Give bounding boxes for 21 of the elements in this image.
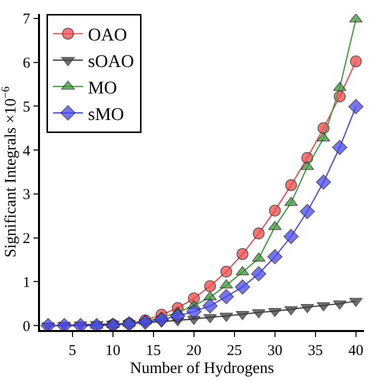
x-tick-label: 10 xyxy=(105,342,120,359)
x-axis-title: Number of Hydrogens xyxy=(130,360,274,377)
y-tick-label: 7 xyxy=(22,12,31,28)
x-tick-label: 15 xyxy=(146,342,161,359)
legend-label: sOAO xyxy=(88,51,134,72)
y-tick-label: 6 xyxy=(22,56,31,72)
y-tick-label: 0 xyxy=(22,318,30,335)
y-tick-label: 2 xyxy=(22,231,30,248)
y-tick-label: 5 xyxy=(22,99,30,116)
y-tick-label: 4 xyxy=(22,143,31,160)
x-tick-label: 40 xyxy=(348,342,364,359)
x-tick-label: 5 xyxy=(68,342,76,359)
x-tick-label: 35 xyxy=(308,342,323,359)
y-tick-label: 3 xyxy=(22,187,30,204)
legend-label: sMO xyxy=(88,104,124,124)
legend-label: OAO xyxy=(88,24,127,45)
x-tick-label: 30 xyxy=(267,342,282,359)
legend-label: MO xyxy=(88,78,117,98)
y-tick-label: 1 xyxy=(22,274,30,291)
x-tick-label: 20 xyxy=(186,342,202,359)
x-tick-label: 25 xyxy=(226,342,242,359)
